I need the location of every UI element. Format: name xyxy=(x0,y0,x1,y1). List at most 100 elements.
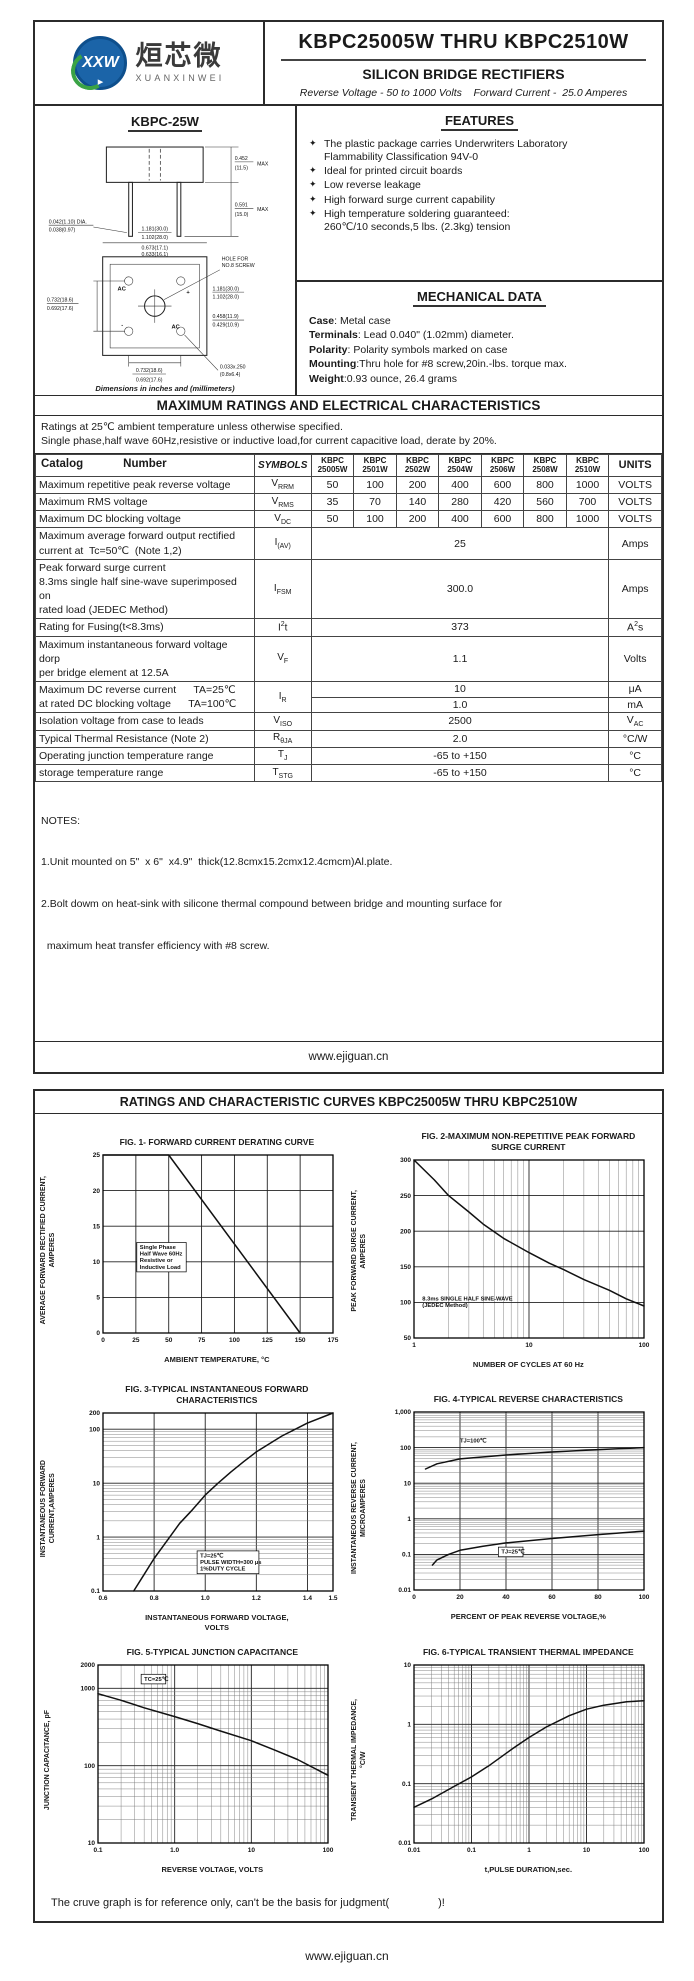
dim-label: 0.732(18.6) xyxy=(47,297,74,303)
spec-row: Rating for Fusing(t<8.3ms) I2t 373 A2s xyxy=(35,618,662,637)
svg-text:1.5: 1.5 xyxy=(328,1595,337,1602)
svg-text:0.01: 0.01 xyxy=(408,1847,421,1854)
svg-text:100: 100 xyxy=(229,1337,240,1344)
package-outline-column: KBPC-25W 0.452 (11.5) MAX 0.591 xyxy=(35,106,297,396)
spec-row: Peak forward surge current 8.3ms single … xyxy=(35,558,662,620)
figure-5: JUNCTION CAPACITANCE, pF FIG. 5-TYPICAL … xyxy=(37,1640,349,1882)
brand-text: 烜芯微 XUANXINWEI xyxy=(135,43,225,84)
features-mechanical-column: FEATURES ✦ The plastic package carries U… xyxy=(297,106,662,395)
svg-text:10: 10 xyxy=(404,1481,412,1488)
svg-text:0.1: 0.1 xyxy=(402,1780,411,1787)
svg-text:10: 10 xyxy=(526,1342,534,1349)
figure-3-title: FIG. 3-TYPICAL INSTANTANEOUS FORWARD CHA… xyxy=(125,1383,309,1406)
svg-text:1.0: 1.0 xyxy=(201,1595,210,1602)
mechanical-row: Terminals: Lead 0.040" (1.02mm) diameter… xyxy=(309,329,514,342)
feature-text: The plastic package carries Underwriters… xyxy=(324,138,568,164)
spec-row: Maximum RMS voltage VRMS 35 70 140 280 420 56… xyxy=(35,492,662,512)
mechanical-row: Polarity: Polarity symbols marked on cas… xyxy=(309,343,508,356)
note-line: 1.Unit mounted on 5" x 6" x4.9" thick(12… xyxy=(41,856,393,869)
dim-label: 0.673(17.1) xyxy=(141,245,168,251)
dim-label: 0.732(18.6) xyxy=(136,368,163,374)
package-drawing: 0.452 (11.5) MAX 0.591 (15.0) MAX 0.042(… xyxy=(46,146,269,383)
figure-4-title: FIG. 4-TYPICAL REVERSE CHARACTERISTICS xyxy=(433,1394,623,1405)
divider xyxy=(35,986,662,1043)
dim-label: 1.181(30.0) xyxy=(141,227,168,233)
svg-text:1: 1 xyxy=(528,1847,532,1854)
svg-text:60: 60 xyxy=(549,1594,557,1601)
spec-row: storage temperature range TSTG -65 to +1… xyxy=(35,763,662,783)
top-section: KBPC-25W 0.452 (11.5) MAX 0.591 xyxy=(35,106,662,396)
dim-label: (0.8x6.4) xyxy=(220,372,241,378)
dim-label: 0.633(16.1) xyxy=(141,252,168,258)
svg-text:150: 150 xyxy=(400,1264,411,1271)
svg-text:(JEDEC Method): (JEDEC Method) xyxy=(423,1303,468,1309)
svg-text:0.1: 0.1 xyxy=(402,1552,411,1559)
svg-text:100: 100 xyxy=(400,1300,411,1307)
spec-row: Maximum instantaneous forward voltage do… xyxy=(35,635,662,683)
svg-text:0.8: 0.8 xyxy=(149,1595,158,1602)
svg-text:80: 80 xyxy=(595,1594,603,1601)
svg-text:0.01: 0.01 xyxy=(399,1588,412,1595)
svg-text:20: 20 xyxy=(93,1187,101,1194)
dim-label: 0.033x.250 xyxy=(220,364,246,370)
svg-text:0.01: 0.01 xyxy=(399,1840,412,1847)
figure-2-chart: 1 10 100 50 100 150 200 250 300 8.3ms SINGLE HALF… xyxy=(400,1157,650,1349)
svg-text:1.4: 1.4 xyxy=(303,1595,312,1602)
website-link[interactable]: www.ejiguan.cn xyxy=(305,1949,389,1964)
figure-5-x-axis-label: REVERSE VOLTAGE, VOLTS xyxy=(161,1864,264,1874)
diamond-bullet-icon: ✦ xyxy=(309,193,317,204)
dim-label: 1.102(28.0) xyxy=(141,235,168,241)
svg-text:100: 100 xyxy=(323,1847,334,1854)
svg-text:100: 100 xyxy=(639,1594,650,1601)
svg-text:10: 10 xyxy=(93,1480,101,1487)
dim-label: 0.429(10.9) xyxy=(212,323,239,329)
hole-callout: HOLE FOR xyxy=(222,257,249,263)
svg-text:50: 50 xyxy=(165,1337,173,1344)
figure-2-y-axis-label: PEAK FORWARD SURGE CURRENT, AMPERES xyxy=(351,1189,368,1312)
part-number-title: KBPC25005W THRU KBPC2510W xyxy=(281,31,646,61)
svg-text:200: 200 xyxy=(89,1410,100,1417)
svg-text:2000: 2000 xyxy=(81,1662,96,1669)
svg-text:200: 200 xyxy=(400,1229,411,1236)
mechanical-data-section: MECHANICAL DATA Case: Metal case Termina… xyxy=(297,282,662,395)
brand-name-en: XUANXINWEI xyxy=(135,73,225,83)
svg-text:Resistive or: Resistive or xyxy=(140,1258,174,1264)
spec-row: Operating junction temperature range TJ … xyxy=(35,746,662,765)
svg-text:0.1: 0.1 xyxy=(467,1847,476,1854)
condition-line: Ratings at 25℃ ambient temperature unles… xyxy=(41,421,343,434)
svg-text:300: 300 xyxy=(400,1157,411,1164)
feature-text: Ideal for printed circuit boards xyxy=(324,165,463,178)
svg-text:TJ=25℃: TJ=25℃ xyxy=(200,1552,224,1559)
terminal-label: AC xyxy=(118,286,126,292)
note-line: maximum heat transfer efficiency with #8… xyxy=(41,939,270,952)
features-heading: FEATURES xyxy=(309,113,650,131)
hole-callout: NO.8 SCREW xyxy=(222,263,255,269)
dim-label: MAX xyxy=(257,162,269,168)
dim-label: 0.458(11.9) xyxy=(212,314,238,320)
website-link[interactable]: www.ejiguan.cn xyxy=(308,1051,389,1064)
svg-text:25: 25 xyxy=(93,1152,101,1159)
logo-icon: XXW xyxy=(73,36,128,90)
dim-label: MAX xyxy=(257,207,269,213)
ratings-tagline: Reverse Voltage - 50 to 1000 Volts Forwa… xyxy=(299,87,628,99)
feature-text: High forward surge current capability xyxy=(324,193,495,206)
svg-text:10: 10 xyxy=(93,1259,101,1266)
figure-4: INSTANTANEOUS REVERSE CURRENT, MICROAMPE… xyxy=(349,1377,661,1640)
notes-section: NOTES: 1.Unit mounted on 5" x 6" x4.9" t… xyxy=(35,782,662,986)
svg-text:1,000: 1,000 xyxy=(395,1410,412,1417)
dim-label: (11.5) xyxy=(235,165,248,171)
svg-text:1: 1 xyxy=(408,1516,412,1523)
svg-text:75: 75 xyxy=(198,1337,206,1344)
svg-text:0: 0 xyxy=(96,1330,100,1337)
svg-text:1: 1 xyxy=(413,1342,417,1349)
svg-text:1%DUTY CYCLE: 1%DUTY CYCLE xyxy=(200,1567,245,1573)
svg-text:100: 100 xyxy=(639,1342,650,1349)
mechanical-row: Weight:0.93 ounce, 26.4 grams xyxy=(309,372,458,385)
svg-text:TJ=25℃: TJ=25℃ xyxy=(502,1549,526,1556)
figure-1-y-axis-label: AVERAGE FORWARD RECTIFIED CURRENT, AMPER… xyxy=(39,1176,56,1325)
disclaimer-text: The cruve graph is for reference only, c… xyxy=(51,1897,445,1910)
package-caption: Dimensions in inches and (millimeters) xyxy=(95,384,235,394)
brand-logo: XXW 烜芯微 XUANXINWEI xyxy=(35,22,263,104)
feature-item: ✦ Low reverse leakage xyxy=(309,179,650,192)
electrical-characteristics-table: Catalog Number SYMBOLS KBPC 25005W KBPC 250… xyxy=(35,453,662,783)
